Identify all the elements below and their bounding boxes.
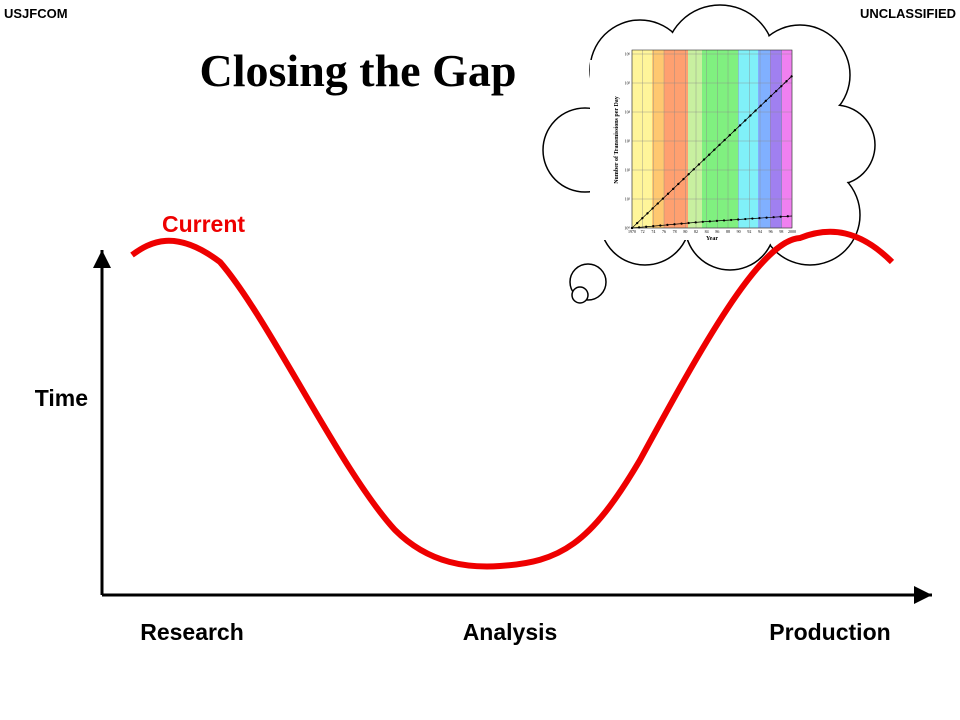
slide-title: Closing the Gap [200, 45, 517, 96]
inset-x-tick-label: 88 [726, 229, 730, 234]
y-axis-label: Time [35, 385, 88, 411]
inset-x-tick-label: 90 [737, 229, 741, 234]
inset-x-tick-label: 96 [769, 229, 773, 234]
curve-label: Current [162, 211, 245, 237]
inset-chart: Number of Transmissions per Day Year 197… [614, 49, 796, 242]
inset-y-tick-label: 10² [625, 168, 631, 173]
header-right: UNCLASSIFIED [860, 6, 956, 21]
inset-x-tick-label: 86 [715, 229, 719, 234]
inset-y-tick-label: 10⁵ [625, 81, 631, 86]
inset-y-tick-label: 10³ [625, 139, 631, 144]
inset-y-tick-label: 10⁴ [625, 110, 631, 115]
inset-y-title: Number of Transmissions per Day [614, 96, 620, 184]
inset-x-tick-label: 94 [758, 229, 762, 234]
inset-x-tick-label: 78 [673, 229, 677, 234]
inset-x-tick-label: 1970 [628, 229, 636, 234]
inset-x-tick-label: 92 [747, 229, 751, 234]
inset-x-tick-label: 84 [705, 229, 709, 234]
inset-y-tick-label: 10⁰ [624, 226, 630, 231]
header-left: USJFCOM [4, 6, 68, 21]
inset-y-tick-label: 10¹ [625, 197, 631, 202]
current-curve [130, 228, 895, 570]
inset-x-tick-label: 80 [683, 229, 687, 234]
inset-x-tick-label: 76 [662, 229, 666, 234]
inset-y-tick-label: 10⁶ [625, 52, 631, 57]
inset-x-tick-label: 72 [641, 229, 645, 234]
inset-x-tick-label: 82 [694, 229, 698, 234]
x-axis-label: Research [140, 619, 244, 645]
inset-x-tick-label: 2000 [788, 229, 796, 234]
inset-x-tick-label: 98 [779, 229, 783, 234]
inset-x-title: Year [706, 236, 718, 242]
inset-x-tick-label: 74 [651, 229, 655, 234]
x-axis-label: Production [769, 619, 890, 645]
x-axis-label: Analysis [463, 619, 558, 645]
